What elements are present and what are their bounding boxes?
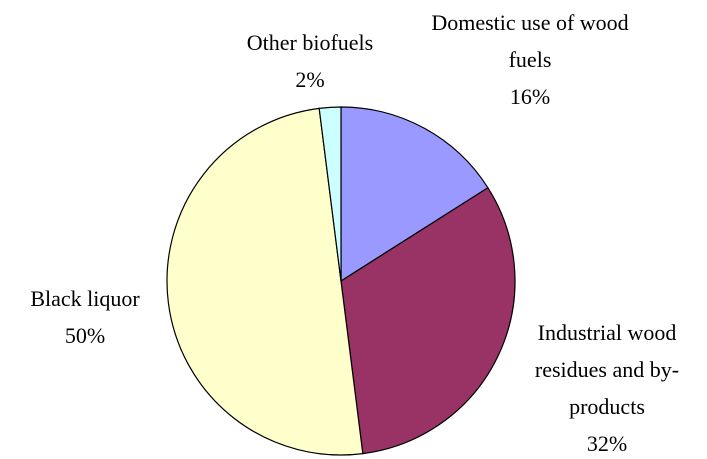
slice-label: Black liquor 50% xyxy=(0,280,170,354)
category-label: Domestic use of wood fuels xyxy=(431,10,629,72)
value-label: 2% xyxy=(295,67,325,92)
value-label: 16% xyxy=(509,84,551,109)
pie-slice xyxy=(340,186,516,455)
slice-label: Other biofuels 2% xyxy=(210,24,410,98)
pie-slice xyxy=(318,106,342,282)
value-label: 32% xyxy=(586,431,628,456)
value-label: 50% xyxy=(64,323,106,348)
category-label: Other biofuels xyxy=(246,30,374,55)
slice-label: Domestic use of wood fuels 16% xyxy=(425,4,635,115)
category-label: Industrial wood residues and by-products xyxy=(534,320,680,419)
slice-label: Industrial wood residues and by-products… xyxy=(512,314,702,459)
pie-slice xyxy=(340,106,489,283)
pie-slice xyxy=(166,107,364,456)
category-label: Black liquor xyxy=(30,286,140,311)
